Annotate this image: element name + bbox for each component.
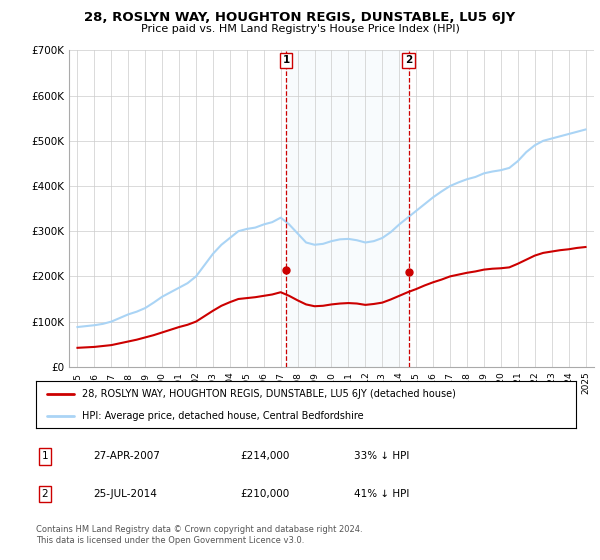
Text: 2: 2 [41,489,49,499]
Text: 25-JUL-2014: 25-JUL-2014 [93,489,157,499]
Text: 27-APR-2007: 27-APR-2007 [93,451,160,461]
Text: 28, ROSLYN WAY, HOUGHTON REGIS, DUNSTABLE, LU5 6JY (detached house): 28, ROSLYN WAY, HOUGHTON REGIS, DUNSTABL… [82,389,456,399]
Text: HPI: Average price, detached house, Central Bedfordshire: HPI: Average price, detached house, Cent… [82,410,364,421]
Text: 33% ↓ HPI: 33% ↓ HPI [354,451,409,461]
Text: Price paid vs. HM Land Registry's House Price Index (HPI): Price paid vs. HM Land Registry's House … [140,24,460,34]
Text: 28, ROSLYN WAY, HOUGHTON REGIS, DUNSTABLE, LU5 6JY: 28, ROSLYN WAY, HOUGHTON REGIS, DUNSTABL… [85,11,515,24]
Text: £214,000: £214,000 [240,451,289,461]
Text: 1: 1 [41,451,49,461]
Text: 2: 2 [405,55,412,65]
Bar [286,50,409,367]
Text: Contains HM Land Registry data © Crown copyright and database right 2024.
This d: Contains HM Land Registry data © Crown c… [36,525,362,545]
Text: 41% ↓ HPI: 41% ↓ HPI [354,489,409,499]
Text: £210,000: £210,000 [240,489,289,499]
Text: 1: 1 [283,55,290,65]
